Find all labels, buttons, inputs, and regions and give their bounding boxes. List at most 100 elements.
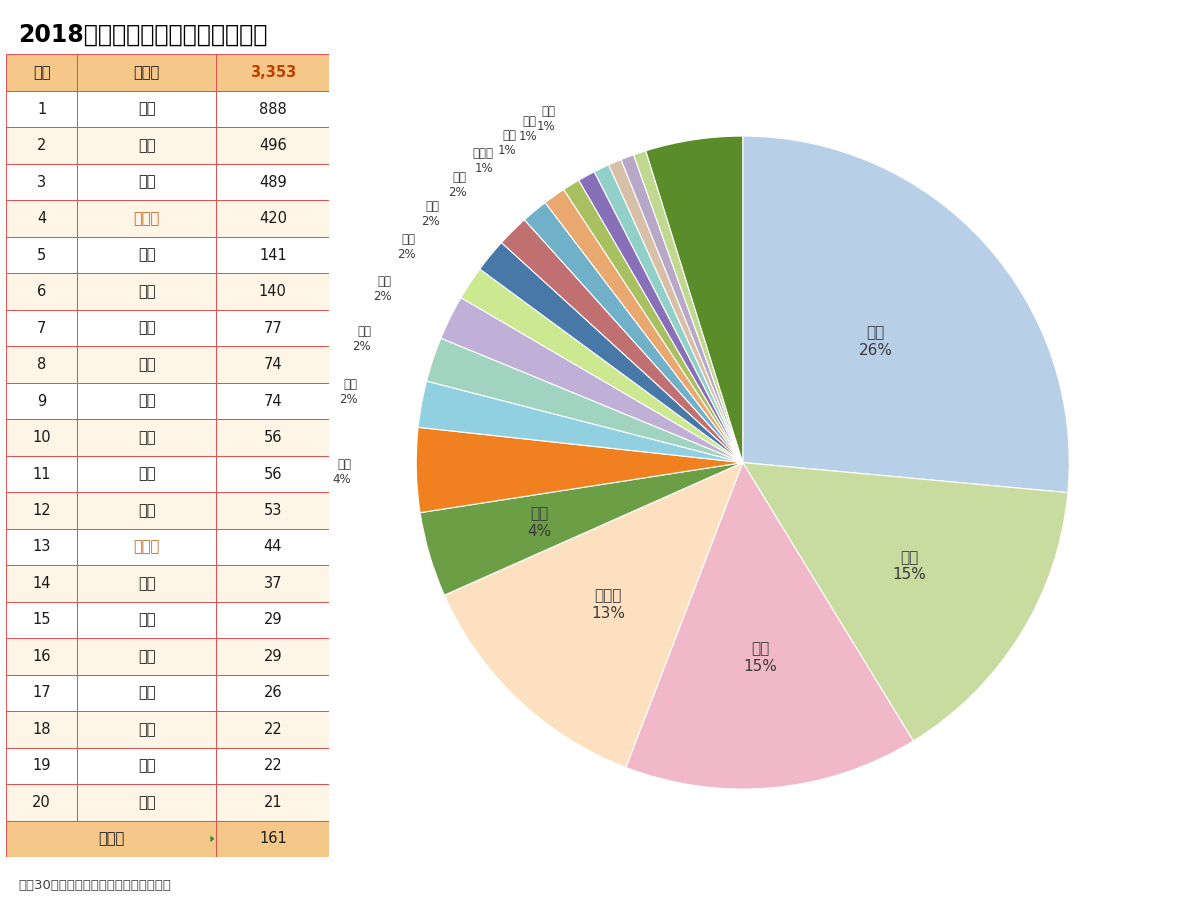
Bar <box>77 273 217 310</box>
Bar <box>77 164 217 200</box>
Bar <box>77 383 217 419</box>
Text: 22: 22 <box>264 722 283 736</box>
Bar <box>217 601 329 639</box>
Text: 16: 16 <box>32 649 50 664</box>
Text: 神奈川
1%: 神奈川 1% <box>472 147 494 175</box>
Text: 和歌山: 和歌山 <box>133 211 159 226</box>
Bar <box>77 127 217 164</box>
Bar <box>77 346 217 383</box>
Text: 1: 1 <box>37 102 47 117</box>
Wedge shape <box>545 190 743 463</box>
Bar <box>6 601 77 639</box>
Text: 21: 21 <box>264 795 283 810</box>
Bar <box>217 54 329 91</box>
Text: 鳥取: 鳥取 <box>138 466 156 482</box>
Bar <box>77 54 217 91</box>
Bar <box>6 310 77 346</box>
Bar <box>77 747 217 785</box>
Bar <box>6 639 77 675</box>
Wedge shape <box>621 155 743 463</box>
Text: 岐阜: 岐阜 <box>138 175 156 190</box>
Bar <box>6 821 217 857</box>
Polygon shape <box>211 835 214 842</box>
Bar <box>6 91 77 127</box>
Text: 愛知: 愛知 <box>138 320 156 336</box>
Wedge shape <box>420 463 743 595</box>
Text: 千葉: 千葉 <box>138 576 156 591</box>
Text: 496: 496 <box>259 138 286 153</box>
Text: 9: 9 <box>37 394 47 408</box>
Text: 14: 14 <box>32 576 50 591</box>
Bar <box>6 675 77 711</box>
Bar <box>6 565 77 601</box>
Text: 京都: 京都 <box>138 503 156 518</box>
Text: 福岡: 福岡 <box>138 138 156 153</box>
Text: 岐阜
15%: 岐阜 15% <box>744 641 778 674</box>
Bar <box>6 200 77 237</box>
Bar <box>6 529 77 565</box>
Text: 17: 17 <box>32 686 50 700</box>
Text: 56: 56 <box>264 466 282 482</box>
Text: 愛知
2%: 愛知 2% <box>339 378 357 406</box>
Bar <box>6 237 77 273</box>
Text: 5: 5 <box>37 248 47 263</box>
Bar <box>217 529 329 565</box>
Text: 18: 18 <box>32 722 50 736</box>
Text: 56: 56 <box>264 430 282 445</box>
Text: 千葉
1%: 千葉 1% <box>498 129 516 157</box>
Wedge shape <box>418 381 743 463</box>
Wedge shape <box>479 242 743 463</box>
Text: 77: 77 <box>264 320 283 336</box>
Bar <box>217 273 329 310</box>
Bar <box>6 711 77 747</box>
Bar <box>77 711 217 747</box>
Bar <box>217 127 329 164</box>
Text: 140: 140 <box>259 284 286 299</box>
Text: 161: 161 <box>259 832 286 846</box>
Text: 茨城: 茨城 <box>138 394 156 408</box>
Wedge shape <box>646 136 743 463</box>
Text: 愛媛
4%: 愛媛 4% <box>527 506 551 539</box>
Text: 福岡
15%: 福岡 15% <box>893 550 926 582</box>
Bar <box>6 493 77 529</box>
Wedge shape <box>461 269 743 463</box>
Text: 74: 74 <box>264 394 283 408</box>
Text: 29: 29 <box>264 612 283 628</box>
Text: 山梨: 山梨 <box>138 612 156 628</box>
Bar <box>77 601 217 639</box>
Text: 2018年　全国の富有柿の栽培面積: 2018年 全国の富有柿の栽培面積 <box>18 23 267 46</box>
Bar <box>77 785 217 821</box>
Text: 愛媛: 愛媛 <box>138 248 156 263</box>
Wedge shape <box>441 297 743 463</box>
Text: 大阪: 大阪 <box>138 758 156 774</box>
Text: 茨城
2%: 茨城 2% <box>373 275 392 303</box>
Bar <box>217 91 329 127</box>
Bar <box>6 455 77 493</box>
Text: 神奈川: 神奈川 <box>133 540 159 554</box>
Bar <box>77 493 217 529</box>
Text: 香川
4%: 香川 4% <box>332 457 351 485</box>
Bar <box>217 711 329 747</box>
Bar <box>6 785 77 821</box>
Bar <box>6 273 77 310</box>
Text: 滋賀: 滋賀 <box>138 795 156 810</box>
Bar <box>6 383 77 419</box>
Bar <box>217 310 329 346</box>
Bar <box>217 785 329 821</box>
Text: 74: 74 <box>264 357 283 372</box>
Bar <box>217 747 329 785</box>
Text: 3: 3 <box>37 175 47 190</box>
Text: 岡山: 岡山 <box>138 357 156 372</box>
Text: その他: その他 <box>98 832 125 846</box>
Text: 埼玉
2%: 埼玉 2% <box>397 233 416 261</box>
Wedge shape <box>564 180 743 463</box>
Bar <box>217 565 329 601</box>
Wedge shape <box>525 202 743 463</box>
Wedge shape <box>579 171 743 463</box>
Text: 熊本
1%: 熊本 1% <box>537 104 555 132</box>
Text: 熊本: 熊本 <box>138 649 156 664</box>
Wedge shape <box>743 463 1067 741</box>
Bar <box>6 164 77 200</box>
Text: 11: 11 <box>32 466 50 482</box>
Text: 京都
2%: 京都 2% <box>448 171 467 199</box>
